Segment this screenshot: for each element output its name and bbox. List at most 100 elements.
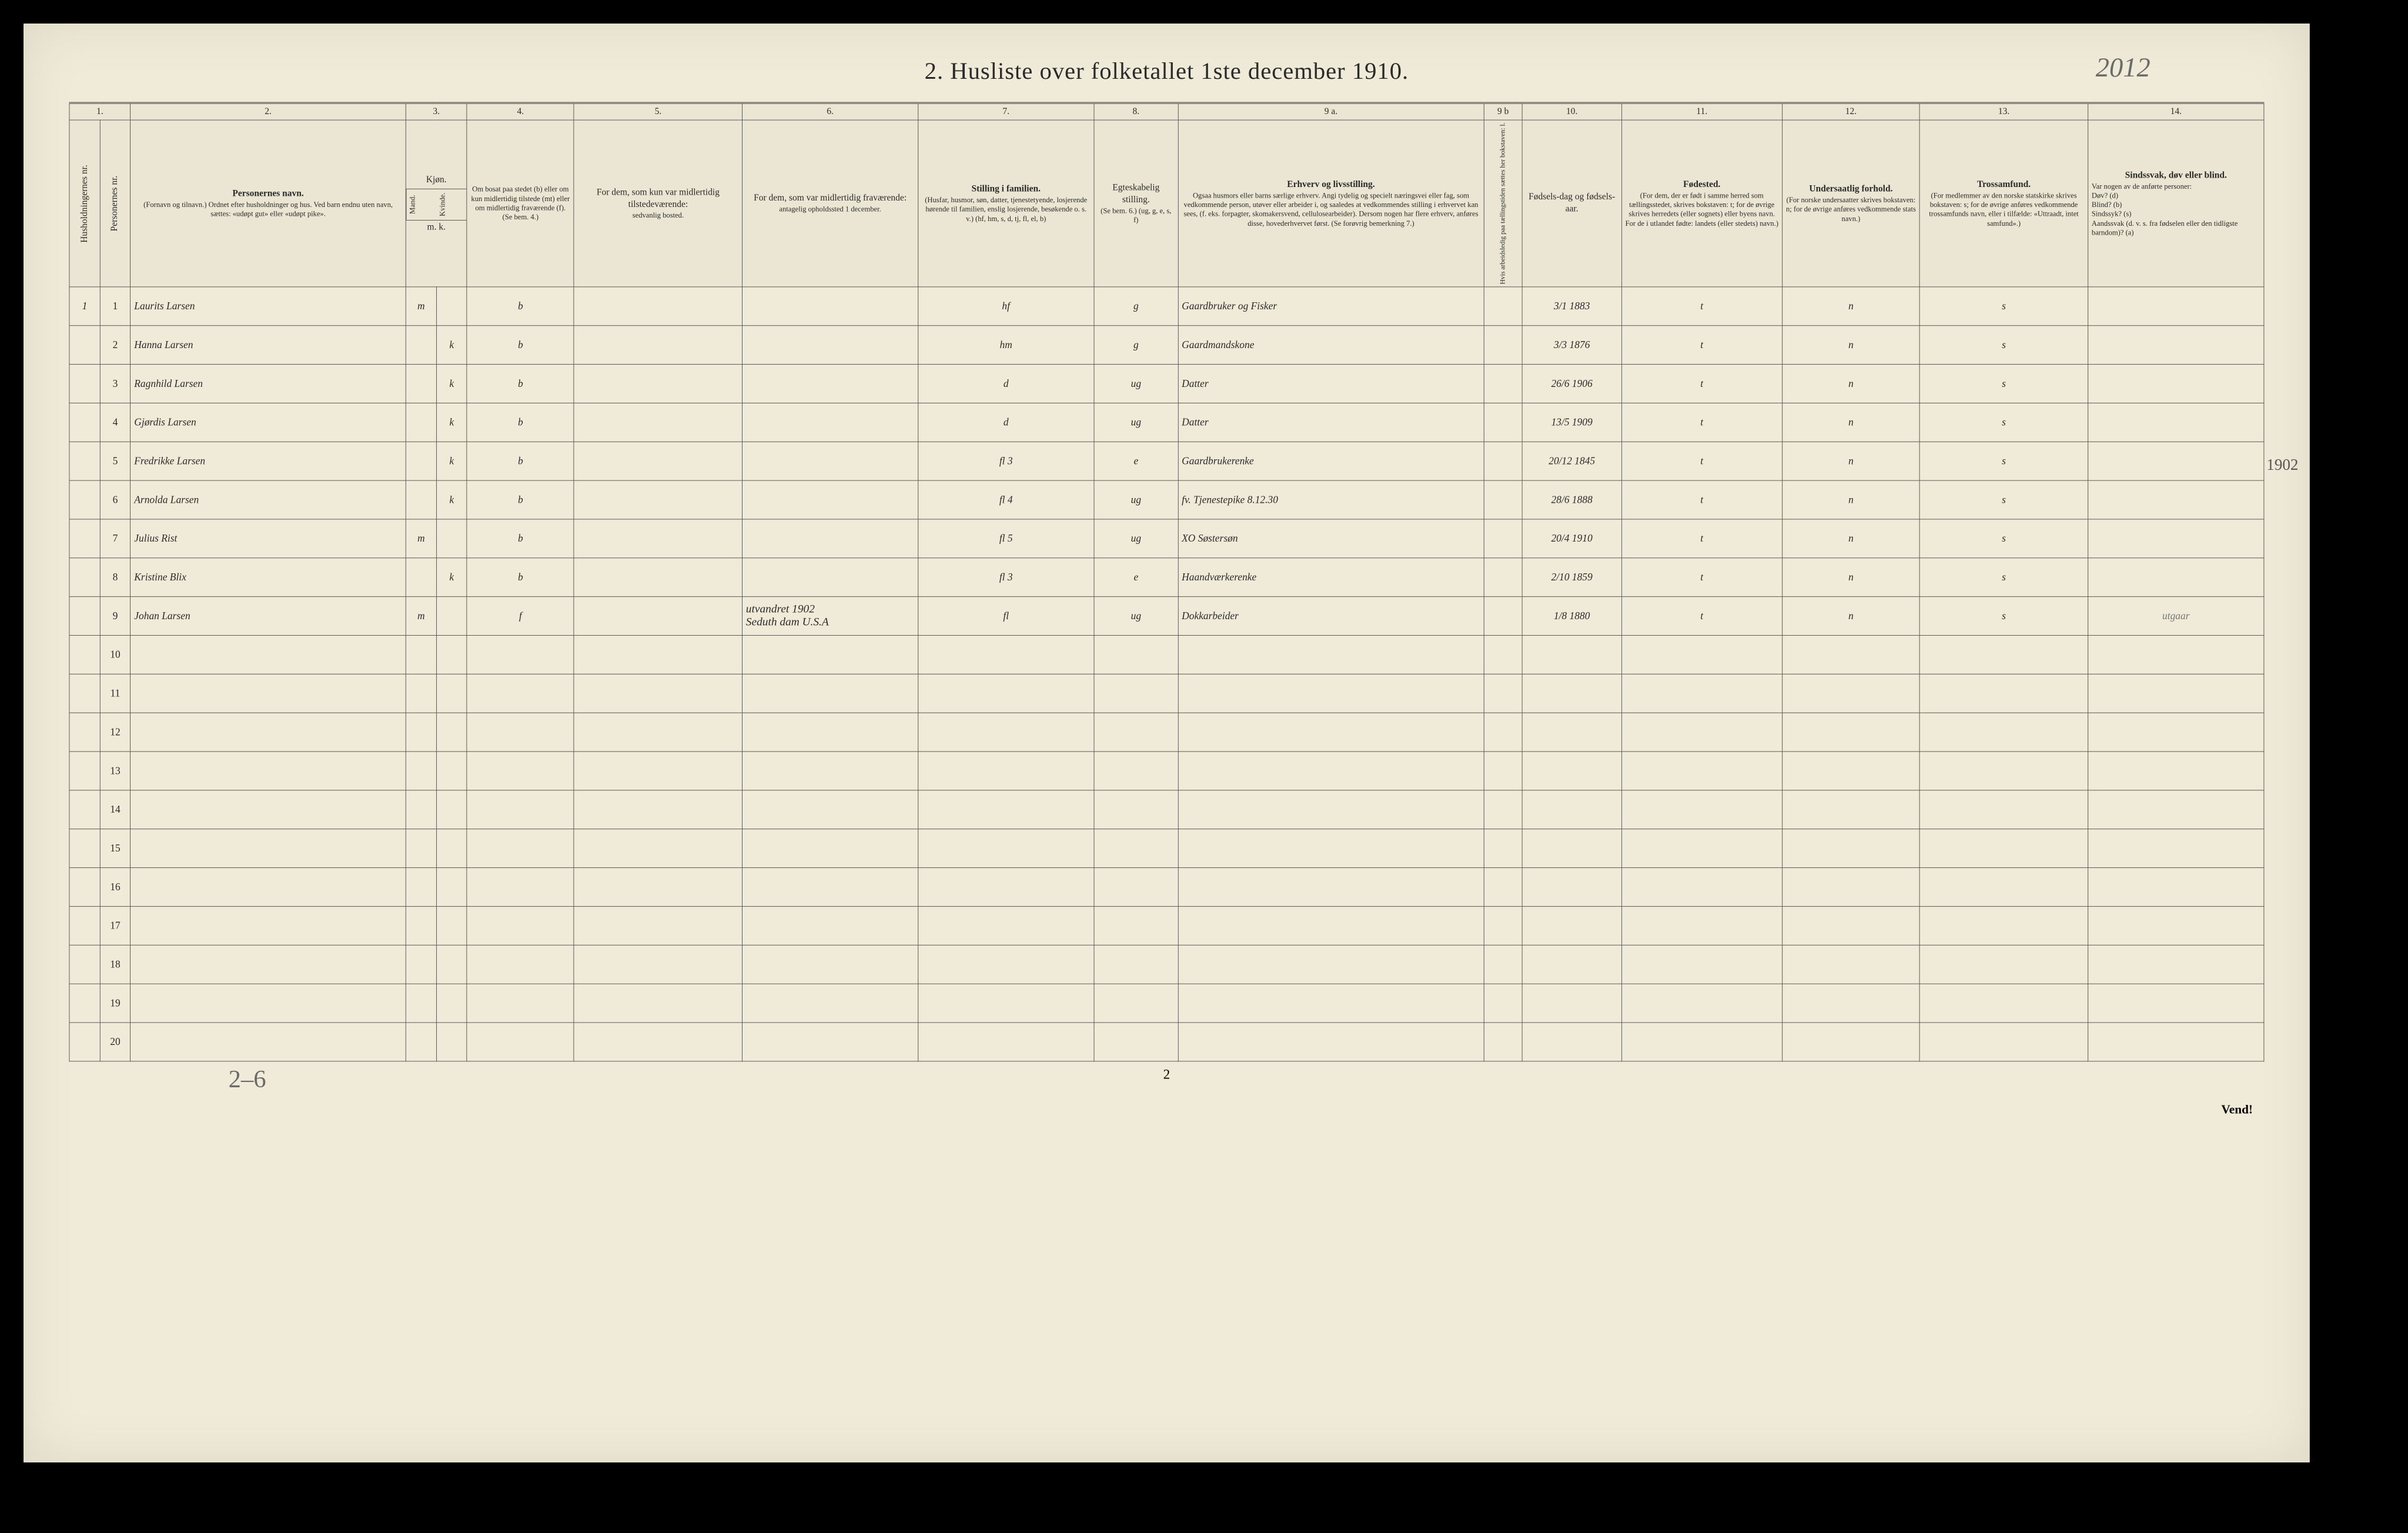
table-row: 3 Ragnhild Larsen k b d ug Datter 26/6 1… [69,365,2264,403]
hdr-temp-absent-sub: antagelig opholdssted 1 december. [746,205,915,214]
cell-sex-k: k [436,442,467,480]
cell-occupation: fv. Tjenestepike 8.12.30 [1178,480,1484,519]
cell-temp-absent [743,945,918,984]
cell-hnum [69,790,100,829]
cell-hnum [69,906,100,945]
cell-name [131,984,406,1023]
cell-birthplace: t [1621,558,1782,597]
hdr-temp-absent: For dem, som var midlertidig fraværende:… [743,120,918,287]
cell-hnum [69,868,100,907]
cell-residence [467,868,574,907]
cell-hnum [69,635,100,674]
cell-birthdate [1522,1023,1621,1061]
table-row: 9 Johan Larsen m f utvandret 1902 Seduth… [69,597,2264,636]
cell-unemployed [1484,752,1522,790]
cell-occupation [1178,829,1484,868]
cell-religion [1919,868,2088,907]
cell-birthdate [1522,984,1621,1023]
cell-sex-m [406,326,436,365]
cell-temp-absent [743,519,918,558]
hdr-birthplace-main: Fødested. [1683,179,1720,189]
cell-birthplace [1621,790,1782,829]
cell-sex-m [406,558,436,597]
table-row: 12 [69,713,2264,752]
cell-temp-present [574,287,742,326]
cell-temp-present [574,945,742,984]
colnum-9a: 9 a. [1178,103,1484,120]
cell-temp-present [574,752,742,790]
cell-name: Arnolda Larsen [131,480,406,519]
cell-occupation [1178,713,1484,752]
cell-hnum [69,713,100,752]
cell-pnum: 18 [100,945,131,984]
cell-disability [2088,674,2264,713]
cell-hnum [69,829,100,868]
cell-residence: b [467,442,574,480]
cell-disability [2088,984,2264,1023]
cell-nationality: n [1782,597,1919,636]
cell-residence: b [467,480,574,519]
cell-birthplace: t [1621,597,1782,636]
cell-sex-k [436,752,467,790]
cell-religion [1919,790,2088,829]
cell-birthdate [1522,829,1621,868]
cell-unemployed [1484,365,1522,403]
cell-nationality: n [1782,558,1919,597]
cell-disability [2088,945,2264,984]
cell-occupation [1178,945,1484,984]
table-row: 1 1 Laurits Larsen m b hf g Gaardbruker … [69,287,2264,326]
census-page: 2. Husliste over folketallet 1ste decemb… [24,24,2310,1462]
hdr-religion-sub: (For medlemmer av den norske statskirke … [1924,191,2085,228]
cell-birthdate: 1/8 1880 [1522,597,1621,636]
hdr-name-sub: (Fornavn og tilnavn.) Ordnet efter husho… [134,200,402,218]
cell-family-pos: fl 3 [918,442,1094,480]
cell-family-pos [918,752,1094,790]
cell-birthplace: t [1621,519,1782,558]
cell-religion [1919,906,2088,945]
cell-birthplace: t [1621,326,1782,365]
cell-residence [467,674,574,713]
cell-residence: b [467,365,574,403]
cell-birthdate: 3/1 1883 [1522,287,1621,326]
cell-hnum: 1 [69,287,100,326]
cell-birthplace: t [1621,365,1782,403]
cell-disability [2088,326,2264,365]
cell-marital [1094,945,1178,984]
cell-occupation: Gaardbrukerenke [1178,442,1484,480]
cell-religion [1919,829,2088,868]
cell-religion [1919,984,2088,1023]
cell-hnum [69,558,100,597]
hdr-name: Personernes navn. (Fornavn og tilnavn.) … [131,120,406,287]
vend-text: Vend! [2221,1102,2253,1117]
cell-sex-k [436,674,467,713]
cell-religion [1919,635,2088,674]
hdr-disability: Sindssvak, døv eller blind. Var nogen av… [2088,120,2264,287]
cell-nationality [1782,868,1919,907]
hdr-person-num-text: Personernes nr. [110,176,119,232]
cell-disability [2088,713,2264,752]
cell-sex-k: k [436,558,467,597]
cell-temp-absent [743,403,918,442]
cell-name [131,790,406,829]
hdr-residence-sub: (Se bem. 4.) [471,213,571,222]
cell-marital: g [1094,326,1178,365]
cell-birthdate: 2/10 1859 [1522,558,1621,597]
cell-sex-k: k [436,480,467,519]
cell-birthdate: 20/4 1910 [1522,519,1621,558]
cell-nationality [1782,1023,1919,1061]
cell-temp-absent [743,906,918,945]
cell-sex-k [436,713,467,752]
cell-marital [1094,713,1178,752]
cell-temp-absent [743,829,918,868]
cell-hnum [69,519,100,558]
cell-pnum: 14 [100,790,131,829]
cell-family-pos [918,906,1094,945]
cell-birthdate [1522,713,1621,752]
hdr-temp-present-sub: sedvanlig bosted. [578,211,739,220]
cell-disability [2088,442,2264,480]
cell-disability: utgaar [2088,597,2264,636]
cell-nationality [1782,790,1919,829]
cell-unemployed [1484,906,1522,945]
cell-marital [1094,1023,1178,1061]
cell-marital [1094,868,1178,907]
